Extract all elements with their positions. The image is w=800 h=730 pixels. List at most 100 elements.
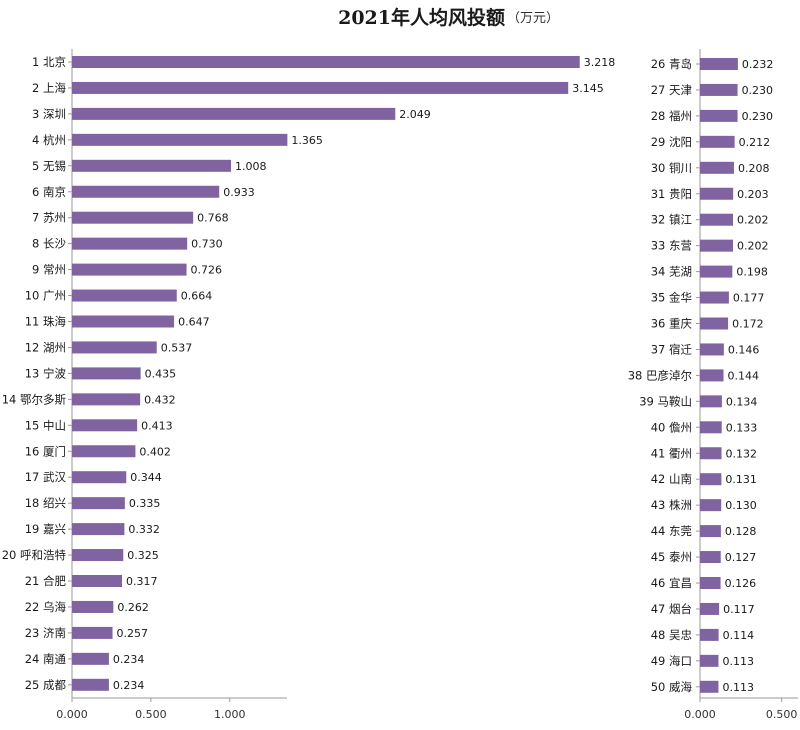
category-label: 25 成都 (25, 678, 67, 692)
data-label: 3.218 (584, 56, 616, 69)
data-label: 0.132 (726, 447, 758, 460)
data-label: 0.114 (723, 629, 755, 642)
bar (700, 447, 722, 460)
category-label: 31 贵阳 (651, 187, 692, 201)
category-label: 27 天津 (651, 83, 692, 97)
category-label: 23 济南 (25, 626, 66, 640)
category-label: 47 烟台 (651, 602, 692, 616)
x-tick-label: 0.500 (766, 708, 798, 721)
bar (72, 678, 109, 691)
bar (72, 237, 188, 250)
bar (72, 367, 141, 380)
bar (700, 602, 720, 615)
data-label: 0.212 (739, 136, 771, 149)
data-label: 0.317 (126, 575, 158, 588)
category-label: 5 无锡 (32, 159, 66, 173)
category-label: 45 泰州 (651, 550, 692, 564)
data-label: 0.113 (722, 655, 754, 668)
category-label: 16 厦门 (25, 444, 66, 458)
category-label: 17 武汉 (25, 470, 67, 484)
category-label: 3 深圳 (32, 107, 66, 121)
data-label: 0.130 (725, 499, 757, 512)
chart-title-unit: （万元） (507, 11, 559, 26)
bar (700, 239, 733, 252)
category-label: 40 儋州 (651, 420, 692, 434)
bar (72, 289, 177, 302)
data-label: 0.113 (722, 681, 754, 694)
x-tick-label: 0.500 (135, 708, 167, 721)
data-label: 0.202 (737, 240, 769, 253)
bar (72, 523, 125, 536)
data-label: 0.208 (738, 162, 770, 175)
category-label: 50 威海 (651, 680, 693, 694)
category-label: 37 宿迁 (651, 342, 693, 356)
data-label: 0.647 (178, 316, 210, 329)
bar (72, 626, 113, 639)
data-label: 0.133 (726, 421, 758, 434)
category-label: 44 东莞 (651, 524, 692, 538)
category-label: 34 芜湖 (651, 265, 692, 279)
data-label: 0.230 (742, 84, 774, 97)
data-label: 0.234 (113, 653, 145, 666)
category-label: 30 铜川 (651, 161, 692, 175)
bar (700, 317, 729, 330)
bar (700, 58, 738, 70)
bar (72, 419, 138, 432)
data-label: 0.198 (736, 266, 768, 279)
category-label: 46 宜昌 (651, 576, 692, 590)
data-label: 0.202 (737, 214, 769, 227)
data-label: 0.126 (725, 577, 757, 590)
data-label: 0.177 (733, 292, 765, 305)
bar (72, 107, 396, 120)
bar (72, 549, 124, 562)
bar (72, 211, 194, 224)
data-label: 0.134 (726, 395, 758, 408)
data-label: 0.435 (145, 367, 177, 380)
data-label: 0.234 (113, 679, 145, 692)
data-label: 0.325 (127, 549, 158, 562)
data-label: 0.131 (725, 473, 757, 486)
data-label: 0.402 (139, 445, 171, 458)
bar (700, 551, 721, 564)
bar (72, 56, 580, 68)
bar (700, 291, 729, 304)
bar (72, 341, 157, 354)
bar (72, 159, 232, 172)
right-chart-panel: 0.000 0.500 26 青岛 0.232 27 天津 0.230 28 福州 0.230… (628, 49, 798, 721)
bar (700, 395, 722, 408)
bar (700, 525, 721, 538)
x-tick-label: 1.000 (214, 708, 246, 721)
data-label: 0.413 (141, 419, 173, 432)
category-label: 43 株洲 (651, 498, 692, 512)
bar (700, 577, 721, 589)
bar (700, 473, 722, 486)
data-label: 0.117 (723, 603, 755, 616)
category-label: 6 南京 (32, 185, 66, 199)
data-label: 0.232 (742, 58, 774, 71)
category-label: 20 呼和浩特 (2, 548, 67, 562)
category-label: 2 上海 (32, 81, 66, 95)
bar (700, 265, 733, 278)
category-label: 22 乌海 (25, 600, 67, 614)
category-label: 4 杭州 (32, 133, 66, 147)
category-label: 35 金华 (651, 291, 692, 305)
bar (72, 133, 288, 146)
bar (700, 161, 734, 174)
category-label: 49 海口 (651, 654, 692, 668)
category-label: 11 珠海 (25, 315, 67, 329)
category-label: 26 青岛 (651, 57, 692, 71)
data-label: 0.127 (725, 551, 757, 564)
bar (700, 628, 719, 641)
chart-title: 2021年人均风投额 （万元） (338, 6, 559, 29)
bar (700, 499, 722, 512)
category-label: 36 重庆 (651, 317, 693, 331)
left-chart-panel: 0.000 0.500 1.000 1 北京 3.218 2 上海 3.145 3 深圳 2.0… (2, 49, 616, 721)
category-label: 28 福州 (651, 109, 692, 123)
bar (700, 369, 724, 382)
data-label: 3.145 (572, 82, 604, 95)
data-label: 0.128 (725, 525, 757, 538)
data-label: 0.203 (737, 188, 769, 201)
bar (700, 421, 722, 434)
category-label: 48 吴忠 (651, 628, 692, 642)
bar (72, 81, 569, 94)
